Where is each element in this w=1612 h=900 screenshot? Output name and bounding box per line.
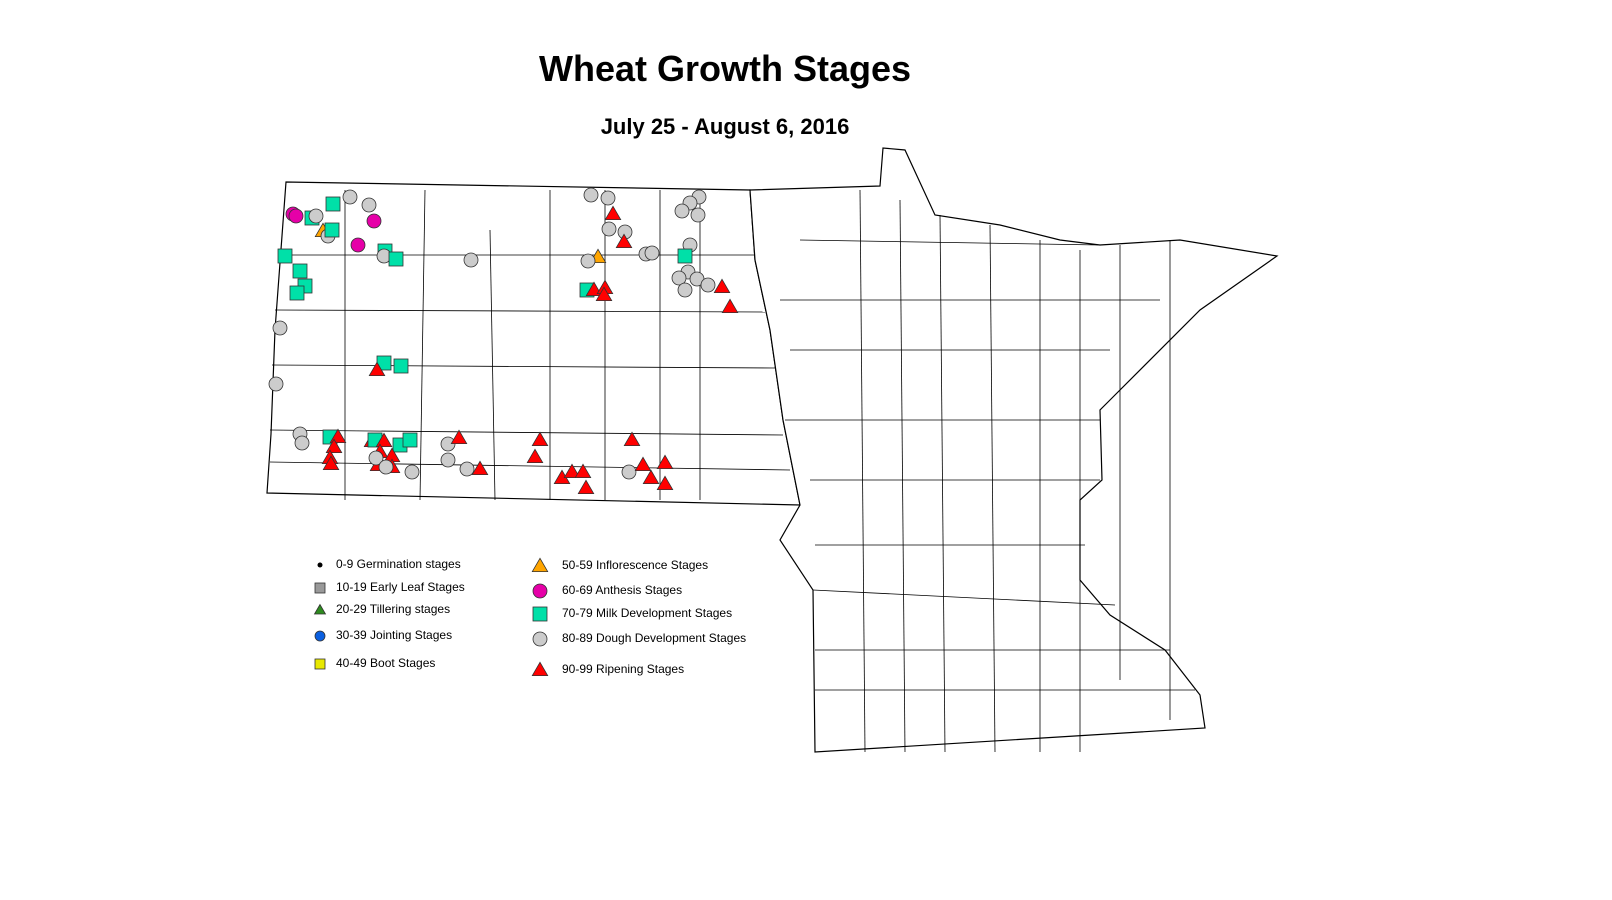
county-boundaries — [269, 189, 1195, 753]
county-line — [489, 229, 496, 501]
observation-markers — [268, 187, 739, 495]
observation-marker — [368, 450, 384, 466]
observation-marker — [601, 221, 617, 237]
observation-marker — [322, 455, 340, 471]
legend-symbol-circle-icon — [532, 583, 548, 599]
observation-marker — [350, 237, 366, 253]
observation-marker — [677, 248, 693, 264]
legend-label: 0-9 Germination stages — [336, 557, 461, 571]
observation-marker — [463, 252, 479, 268]
observation-marker — [677, 282, 693, 298]
county-line — [269, 461, 791, 471]
observation-marker — [459, 461, 475, 477]
observation-marker — [577, 479, 595, 495]
legend-label: 80-89 Dough Development Stages — [562, 631, 747, 645]
observation-marker — [366, 213, 382, 229]
observation-marker — [292, 263, 308, 279]
legend-label: 90-99 Ripening Stages — [562, 662, 685, 676]
observation-marker — [634, 456, 652, 472]
observation-marker — [671, 270, 687, 286]
observation-marker — [324, 222, 340, 238]
legend-label: 40-49 Boot Stages — [336, 656, 436, 670]
observation-marker — [644, 245, 660, 261]
observation-marker — [368, 361, 386, 377]
observation-marker — [272, 320, 288, 336]
legend-icons — [313, 557, 549, 676]
legend-symbol-square-icon — [314, 658, 326, 670]
legend-label: 10-19 Early Leaf Stages — [336, 580, 465, 594]
legend-label: 70-79 Milk Development Stages — [562, 606, 733, 620]
legend-label: 30-39 Jointing Stages — [336, 628, 453, 642]
legend-symbol-square-icon — [532, 606, 548, 622]
observation-marker — [325, 438, 343, 454]
observation-marker — [388, 251, 404, 267]
observation-marker — [342, 189, 358, 205]
observation-marker — [721, 298, 739, 314]
observation-marker — [604, 205, 622, 221]
observation-marker — [674, 203, 690, 219]
observation-marker — [623, 431, 641, 447]
legend-symbol-dot-icon — [317, 562, 323, 568]
observation-marker — [308, 208, 324, 224]
county-line — [274, 309, 766, 313]
minnesota-outline — [749, 147, 1279, 753]
observation-marker — [378, 459, 394, 475]
observation-marker — [277, 248, 293, 264]
county-line — [269, 429, 784, 436]
observation-marker — [393, 358, 409, 374]
observation-marker — [656, 475, 674, 491]
observation-marker — [471, 460, 489, 476]
observation-marker — [574, 463, 592, 479]
map-subtitle: July 25 - August 6, 2016 — [600, 114, 850, 139]
observation-marker — [621, 464, 637, 480]
legend-label: 60-69 Anthesis Stages — [562, 583, 683, 597]
observation-marker — [600, 190, 616, 206]
observation-marker — [375, 432, 393, 448]
county-line — [419, 189, 426, 501]
observation-marker — [288, 208, 304, 224]
observation-marker — [642, 469, 660, 485]
county-line — [939, 214, 946, 753]
observation-marker — [294, 435, 310, 451]
observation-marker — [268, 376, 284, 392]
observation-marker — [325, 196, 341, 212]
observation-marker — [690, 207, 706, 223]
observation-marker — [361, 197, 377, 213]
observation-marker — [531, 431, 549, 447]
observation-marker — [595, 286, 613, 302]
observation-marker — [402, 432, 418, 448]
legend-symbol-triangle-icon — [531, 557, 549, 572]
observation-marker — [450, 429, 468, 445]
observation-marker — [563, 463, 581, 479]
observation-marker — [526, 448, 544, 464]
observation-marker — [713, 278, 731, 294]
observation-marker — [583, 187, 599, 203]
county-line — [899, 199, 906, 753]
county-line — [271, 364, 776, 369]
legend-label: 50-59 Inflorescence Stages — [562, 558, 709, 572]
observation-marker — [289, 285, 305, 301]
legend-label: 20-29 Tillering stages — [336, 602, 451, 616]
county-line — [859, 189, 866, 753]
observation-marker — [440, 452, 456, 468]
observation-marker — [615, 233, 633, 249]
observation-marker — [700, 277, 716, 293]
map-title: Wheat Growth Stages — [538, 48, 912, 89]
observation-marker — [656, 454, 674, 470]
county-line — [799, 239, 1101, 246]
observation-marker — [404, 464, 420, 480]
legend-symbol-triangle-icon — [313, 603, 327, 615]
legend-symbol-square-icon — [314, 582, 326, 594]
observation-marker — [580, 253, 596, 269]
legend-symbol-triangle-icon — [531, 661, 549, 676]
county-line — [989, 224, 996, 753]
legend-symbol-circle-icon — [532, 631, 548, 647]
legend-symbol-circle-icon — [314, 630, 326, 642]
